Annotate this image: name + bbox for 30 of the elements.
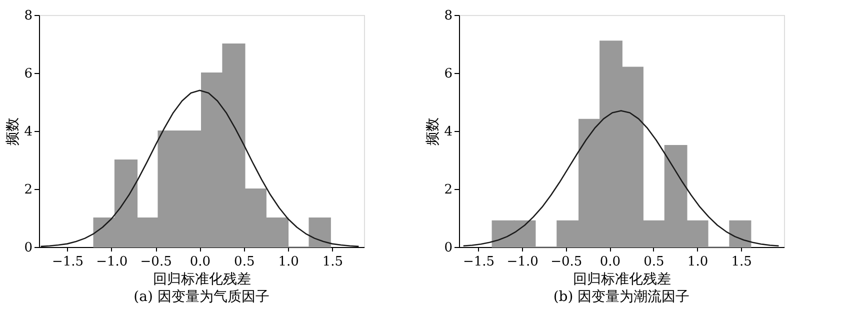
x-tick-label: 0.0 [190,254,211,270]
x-tick-label: 1.5 [731,254,752,270]
y-tick-label: 2 [444,182,452,198]
x-tick-label: 0.5 [234,254,255,270]
y-axis-title: 频数 [5,118,22,146]
y-tick-label: 6 [444,66,452,82]
y-tick-label: 0 [444,240,452,256]
y-tick-label: 8 [24,8,32,24]
y-tick-label: 6 [24,66,32,82]
y-tick-label: 4 [444,124,452,140]
x-tick-label: 1.0 [278,254,299,270]
x-tick-label: 1.0 [687,254,708,270]
y-tick-label: 8 [444,8,452,24]
text: (b) 因变量为潮流因子 [553,289,690,305]
y-tick-label: 4 [24,124,32,140]
x-tick-label: 1.5 [322,254,344,270]
x-tick-label: 0.0 [600,254,621,270]
x-tick-label: −1.5 [462,254,495,270]
text: (a) 因变量为气质因子 [134,289,270,305]
y-tick-label: 2 [24,182,32,198]
x-tick-label: −0.5 [140,254,172,270]
x-tick-label: −0.5 [550,254,582,270]
y-tick-label: 0 [24,240,32,256]
x-axis-title: 回归标准化残差 [573,272,671,288]
x-tick-label: −1.0 [506,254,538,270]
x-tick-label: −1.0 [96,254,128,270]
y-axis-title: 频数 [425,118,442,146]
x-tick-label: −1.5 [52,254,84,270]
x-axis-title: 回归标准化残差 [153,272,251,288]
x-tick-label: 0.5 [644,254,664,270]
